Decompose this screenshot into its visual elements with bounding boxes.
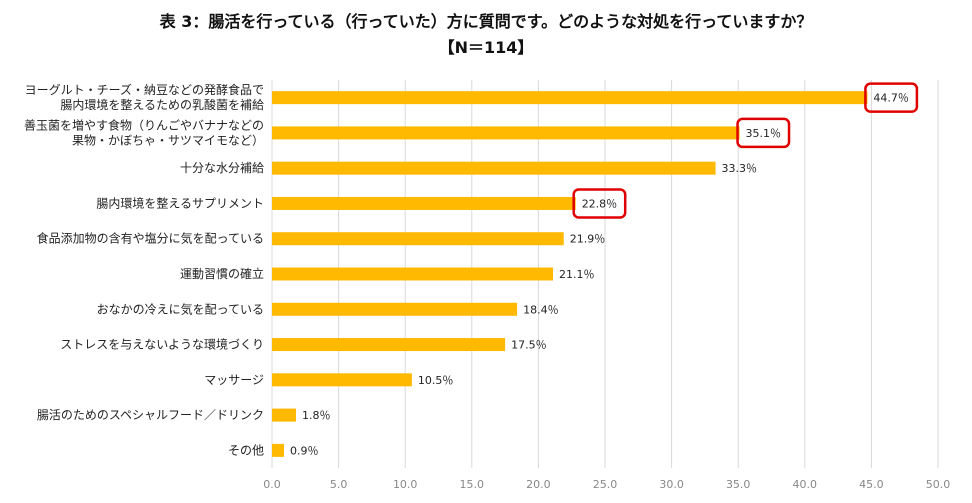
bar (272, 373, 412, 387)
category-label: その他 (228, 443, 264, 457)
bar (272, 126, 740, 140)
data-label: 35.1％ (746, 127, 782, 140)
x-tick-label: 0.0 (263, 478, 281, 491)
x-tick-label: 25.0 (593, 478, 618, 491)
x-tick-label: 15.0 (460, 478, 485, 491)
bar (272, 338, 506, 352)
x-tick-label: 50.0 (926, 478, 951, 491)
highlight-box (736, 117, 791, 149)
data-label: 18.4％ (523, 303, 559, 316)
data-label: 22.8％ (582, 197, 618, 210)
data-label: 10.5％ (418, 374, 454, 387)
bar (272, 232, 564, 246)
category-label: 善玉菌を増やす食物（りんごやバナナなどの (24, 117, 264, 132)
category-label: ヨーグルト・チーズ・納豆などの発酵食品で (25, 82, 264, 97)
x-tick-label: 5.0 (330, 478, 348, 491)
data-label: 21.9％ (570, 233, 606, 246)
category-label: 食品添加物の含有や塩分に気を配っている (37, 231, 264, 246)
data-label: 21.1％ (559, 268, 595, 281)
data-label: 33.3％ (722, 162, 758, 175)
bar (272, 91, 868, 105)
x-tick-label: 40.0 (793, 478, 818, 491)
bar (272, 302, 518, 316)
x-tick-label: 45.0 (859, 478, 884, 491)
chart-subtitle: 【N＝114】 (438, 38, 534, 57)
bar (272, 161, 716, 175)
data-label: 44.7％ (873, 92, 909, 105)
category-label: マッサージ (204, 373, 264, 387)
x-tick-label: 30.0 (659, 478, 684, 491)
category-label: 運動習慣の確立 (180, 266, 264, 281)
x-tick-label: 20.0 (526, 478, 551, 491)
chart-title: 表 3：腸活を行っている（行っていた）方に質問です。どのような対処を行っています… (159, 12, 813, 31)
x-tick-label: 10.0 (393, 478, 418, 491)
category-label: ストレスを与えないような環境づくり (60, 337, 264, 352)
category-label: 腸内環境を整えるための乳酸菌を補給 (60, 97, 264, 112)
highlight-box (864, 82, 919, 113)
data-label: 17.5％ (511, 339, 546, 352)
category-label: 果物・かぼちゃ・サツマイモなど） (72, 133, 264, 147)
bar (272, 443, 284, 457)
bar (272, 196, 576, 210)
bar (272, 267, 554, 281)
data-label: 1.8％ (302, 409, 331, 422)
category-label: 腸活のためのスペシャルフード／ドリンク (37, 408, 264, 422)
category-label: おなかの冷えに気を配っている (97, 301, 264, 316)
category-label: 十分な水分補給 (180, 161, 264, 175)
x-tick-label: 35.0 (726, 478, 751, 491)
category-label: 腸内環境を整えるサプリメント (96, 195, 264, 210)
data-label: 0.9％ (290, 444, 319, 457)
highlight-box (572, 188, 627, 219)
bar (272, 408, 296, 422)
